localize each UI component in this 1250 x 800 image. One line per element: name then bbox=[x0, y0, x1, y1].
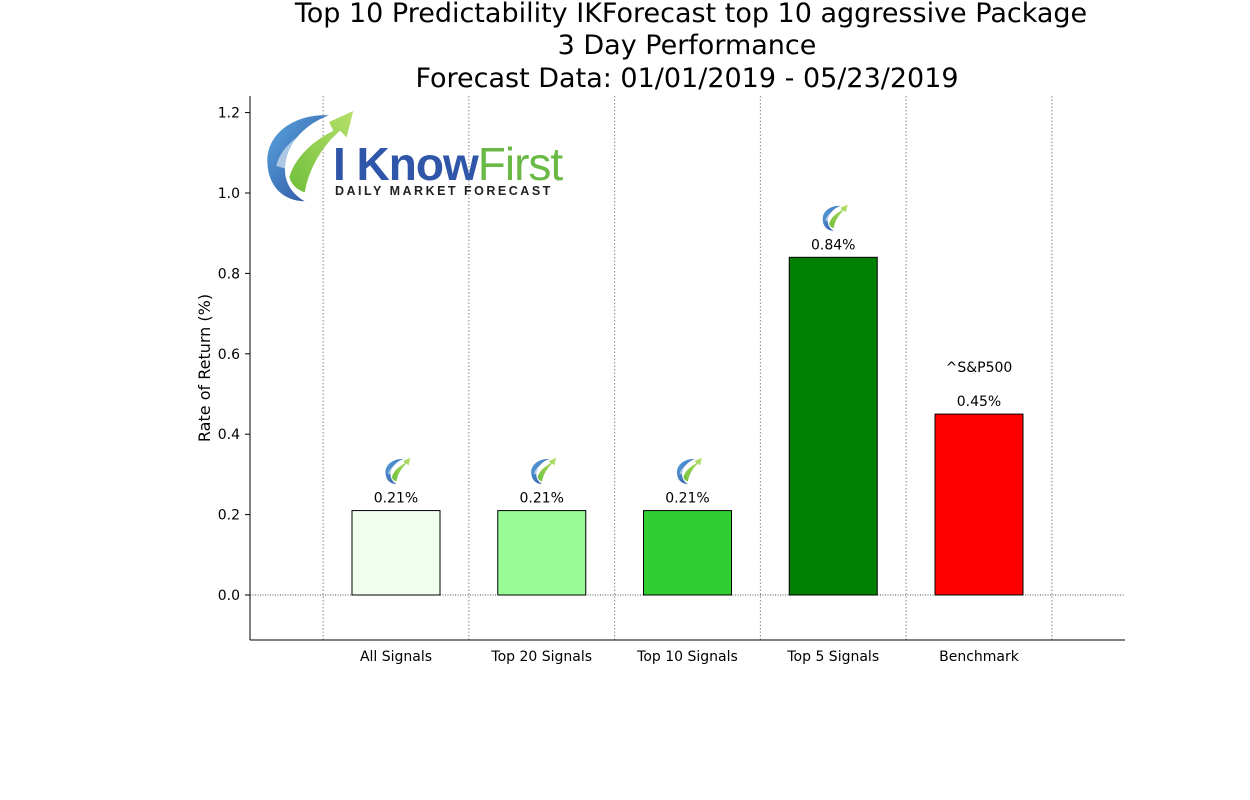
chart-title-line-3: Forecast Data: 01/01/2019 - 05/23/2019 bbox=[415, 63, 958, 94]
y-tick-label: 0.8 bbox=[218, 266, 240, 282]
bar bbox=[351, 510, 441, 596]
bar-value-label: 0.21% bbox=[374, 491, 418, 507]
chart-title-line-2: 3 Day Performance bbox=[558, 30, 817, 61]
svg-text:I KnowFirst: I KnowFirst bbox=[333, 138, 563, 190]
y-tick-label: 0.4 bbox=[218, 427, 240, 443]
bar bbox=[497, 510, 587, 596]
x-tick-label: Top 5 Signals bbox=[786, 649, 879, 665]
bar bbox=[788, 256, 878, 596]
logo-text-main: I Know bbox=[333, 138, 479, 190]
bar-logo-icon bbox=[385, 457, 411, 485]
y-tick-label: 1.0 bbox=[218, 186, 240, 202]
y-axis-label: Rate of Return (%) bbox=[195, 294, 214, 442]
y-tick-label: 0.2 bbox=[218, 508, 240, 524]
bars: 0.21% 0.21% 0.21% 0.84% 0.45% bbox=[351, 204, 1024, 596]
x-tick-label: Top 20 Signals bbox=[490, 649, 592, 665]
logo-tagline: Daily Market Forecast bbox=[335, 184, 553, 198]
benchmark-name-label: ^S&P500 bbox=[946, 360, 1013, 376]
bar-value-label: 0.21% bbox=[520, 491, 564, 507]
bar-value-label: 0.84% bbox=[811, 237, 855, 253]
bar-value-label: 0.45% bbox=[957, 394, 1001, 410]
chart-title-line-1: Top 10 Predictability IKForecast top 10 … bbox=[294, 0, 1087, 29]
bar bbox=[643, 510, 732, 596]
bar-logo-icon bbox=[531, 457, 557, 485]
x-tick-label: Benchmark bbox=[939, 649, 1020, 665]
y-ticks: 0.0 0.2 0.4 0.6 0.8 1.0 1.2 bbox=[218, 106, 250, 604]
company-logo: I KnowFirst Daily Market Forecast bbox=[267, 111, 564, 202]
bar-value-label: 0.21% bbox=[665, 491, 709, 507]
x-tick-label: All Signals bbox=[360, 649, 432, 665]
y-tick-label: 1.2 bbox=[218, 106, 240, 122]
bar-logo-icon bbox=[822, 204, 848, 231]
y-tick-label: 0.0 bbox=[218, 588, 240, 604]
bar bbox=[934, 413, 1024, 596]
y-tick-label: 0.6 bbox=[218, 347, 240, 363]
bar-logo-icon bbox=[676, 457, 702, 485]
logo-text-accent: First bbox=[478, 138, 564, 190]
x-tick-label: Top 10 Signals bbox=[636, 649, 738, 665]
x-ticks: All Signals Top 20 Signals Top 10 Signals T… bbox=[360, 649, 1020, 665]
